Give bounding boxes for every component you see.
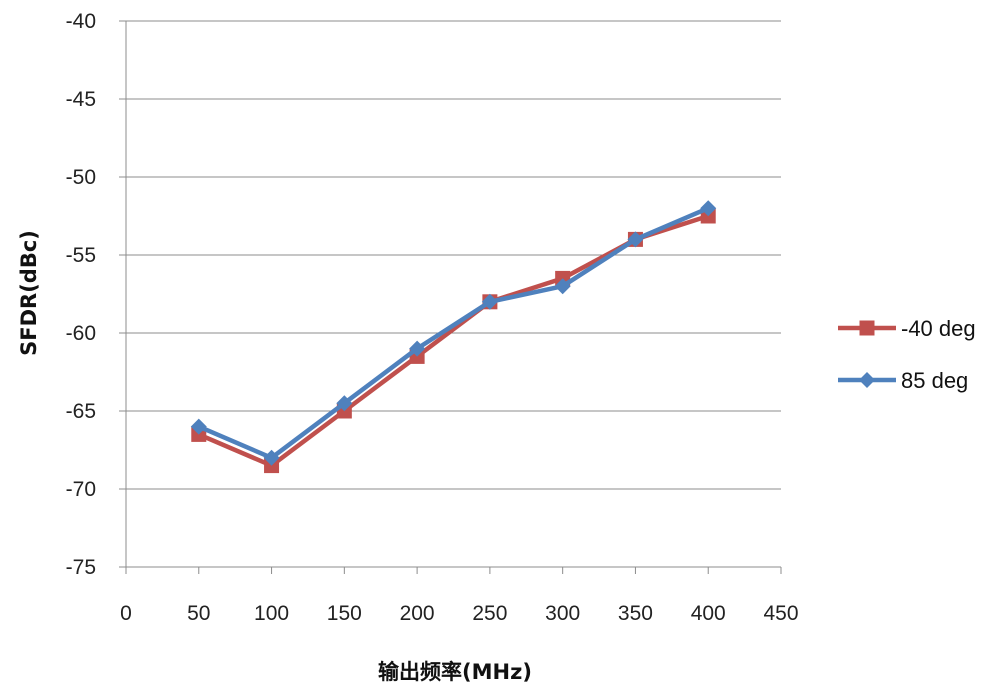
- y-tick-label: -50: [66, 166, 96, 189]
- data-point: [336, 395, 353, 412]
- x-tick-labels: 0 50 100 150 200 250 300 350 400 450: [120, 602, 798, 625]
- legend-label: 85 deg: [901, 368, 968, 393]
- y-tick-label: -60: [66, 322, 96, 345]
- legend-label: -40 deg: [901, 316, 976, 341]
- y-tick-label: -65: [66, 400, 96, 423]
- legend-item: 85 deg: [838, 368, 968, 393]
- data-point: [263, 449, 280, 466]
- y-tick-label: -70: [66, 478, 96, 501]
- data-point: [409, 340, 426, 357]
- x-tick-label: 50: [187, 602, 210, 625]
- y-axis-title: SFDR(dBc): [17, 230, 41, 356]
- x-tick-label: 0: [120, 602, 132, 625]
- y-tick-label: -45: [66, 88, 96, 111]
- legend-marker: [859, 320, 875, 336]
- data-point: [190, 418, 207, 435]
- legend-marker: [859, 372, 875, 388]
- y-tick-label: -55: [66, 244, 96, 267]
- data-point: [700, 200, 717, 217]
- x-axis-title: 输出频率(MHz): [378, 660, 532, 684]
- x-tick-label: 200: [400, 602, 435, 625]
- legend-item: -40 deg: [838, 316, 976, 341]
- x-tick-label: 150: [327, 602, 362, 625]
- data-point: [481, 293, 498, 310]
- x-tick-label: 400: [691, 602, 726, 625]
- series-layer: [190, 200, 717, 474]
- x-tick-label: 250: [472, 602, 507, 625]
- x-tick-label: 100: [254, 602, 289, 625]
- y-tick-label: -40: [66, 10, 96, 33]
- series-line: [197, 206, 710, 461]
- y-tick-label: -75: [66, 556, 96, 579]
- x-tick-label: 450: [763, 602, 798, 625]
- data-point: [627, 231, 644, 248]
- y-tick-labels: -40 -45 -50 -55 -60 -65 -70 -75: [66, 10, 96, 579]
- x-tick-label: 350: [618, 602, 653, 625]
- gridlines: [126, 20, 781, 568]
- x-tick-label: 300: [545, 602, 580, 625]
- data-point: [554, 278, 571, 295]
- legend: -40 deg 85 deg: [838, 316, 976, 393]
- series-line: [197, 213, 709, 468]
- series-85-deg: [190, 200, 717, 466]
- series-minus40-deg: [191, 208, 716, 474]
- axes: [119, 20, 782, 574]
